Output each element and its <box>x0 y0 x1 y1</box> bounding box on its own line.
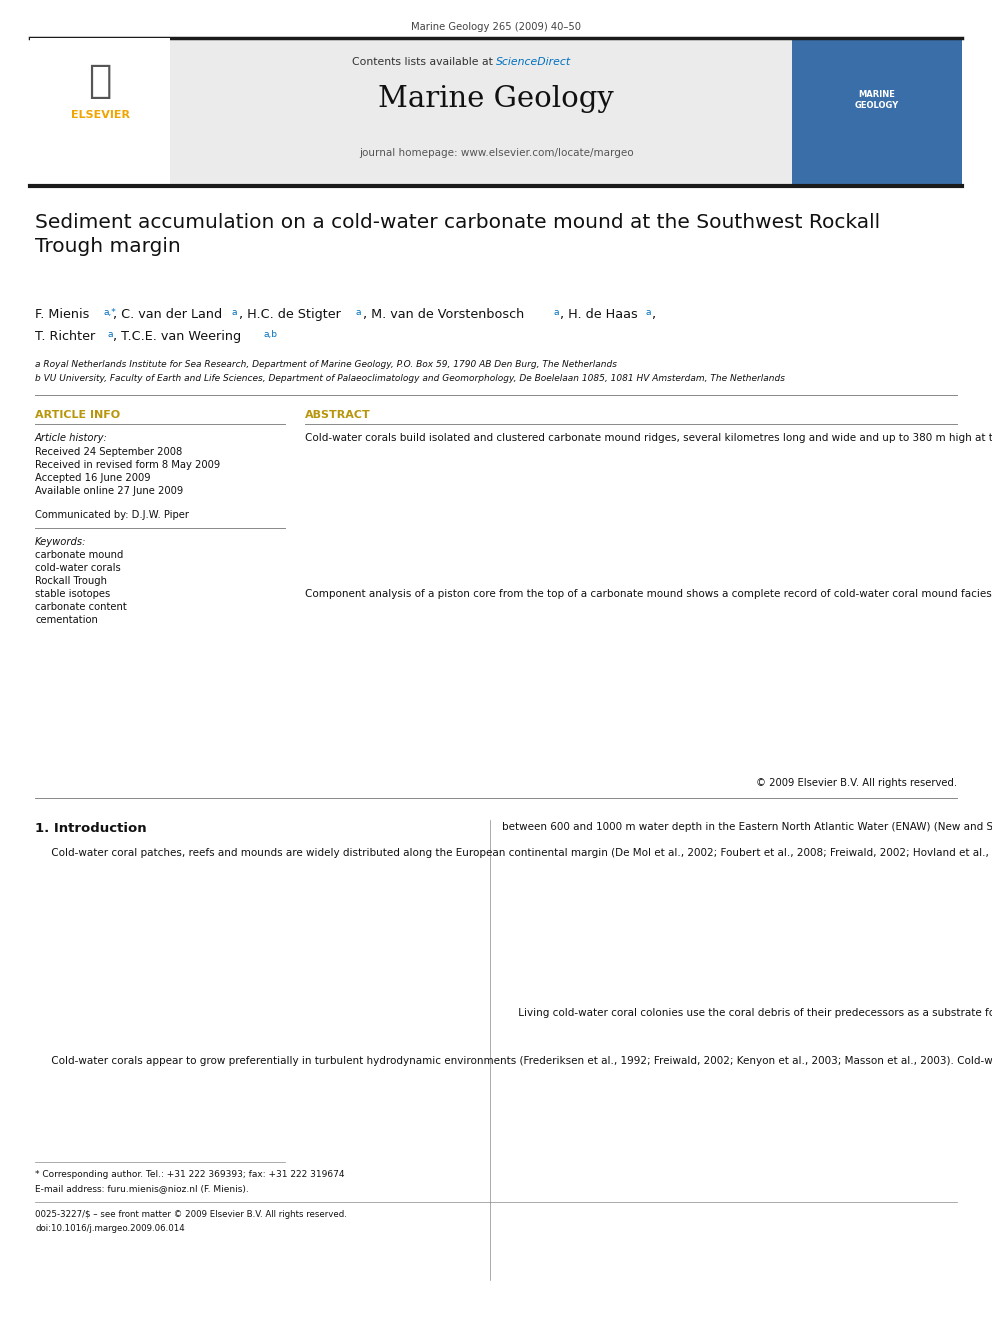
Text: * Corresponding author. Tel.: +31 222 369393; fax: +31 222 319674: * Corresponding author. Tel.: +31 222 36… <box>35 1170 344 1179</box>
Text: F. Mienis: F. Mienis <box>35 308 89 321</box>
Text: , C. van der Land: , C. van der Land <box>113 308 222 321</box>
Text: Available online 27 June 2009: Available online 27 June 2009 <box>35 486 184 496</box>
Text: cementation: cementation <box>35 615 98 624</box>
Text: 0025-3227/$ – see front matter © 2009 Elsevier B.V. All rights reserved.: 0025-3227/$ – see front matter © 2009 El… <box>35 1211 347 1218</box>
Text: Keywords:: Keywords: <box>35 537 86 546</box>
Text: Living cold-water coral colonies use the coral debris of their predecessors as a: Living cold-water coral colonies use the… <box>502 1008 992 1017</box>
Text: carbonate mound: carbonate mound <box>35 550 123 560</box>
Text: a Royal Netherlands Institute for Sea Research, Department of Marine Geology, P.: a Royal Netherlands Institute for Sea Re… <box>35 360 617 369</box>
Text: Communicated by: D.J.W. Piper: Communicated by: D.J.W. Piper <box>35 509 189 520</box>
Bar <box>792 38 962 187</box>
Text: , H. de Haas: , H. de Haas <box>560 308 638 321</box>
Text: ELSEVIER: ELSEVIER <box>70 110 130 120</box>
Text: a: a <box>554 308 559 318</box>
Text: , T.C.E. van Weering: , T.C.E. van Weering <box>113 329 241 343</box>
Text: 🌲: 🌲 <box>88 62 112 101</box>
Text: carbonate content: carbonate content <box>35 602 127 613</box>
Text: Cold-water corals appear to grow preferentially in turbulent hydrodynamic enviro: Cold-water corals appear to grow prefere… <box>35 1056 992 1066</box>
Text: a: a <box>645 308 651 318</box>
Text: stable isotopes: stable isotopes <box>35 589 110 599</box>
Text: ScienceDirect: ScienceDirect <box>496 57 571 67</box>
Text: a: a <box>356 308 361 318</box>
Text: Cold-water coral patches, reefs and mounds are widely distributed along the Euro: Cold-water coral patches, reefs and moun… <box>35 848 992 859</box>
Bar <box>170 38 792 187</box>
Text: Marine Geology: Marine Geology <box>378 85 614 112</box>
Text: , H.C. de Stigter: , H.C. de Stigter <box>239 308 341 321</box>
Text: Contents lists available at: Contents lists available at <box>351 57 496 67</box>
Text: Cold-water corals build isolated and clustered carbonate mound ridges, several k: Cold-water corals build isolated and clu… <box>305 433 992 443</box>
Text: a: a <box>232 308 237 318</box>
Text: Accepted 16 June 2009: Accepted 16 June 2009 <box>35 474 151 483</box>
Text: journal homepage: www.elsevier.com/locate/margeo: journal homepage: www.elsevier.com/locat… <box>359 148 633 157</box>
Text: ABSTRACT: ABSTRACT <box>305 410 371 419</box>
Text: a: a <box>107 329 112 339</box>
Text: ARTICLE INFO: ARTICLE INFO <box>35 410 120 419</box>
Text: 1. Introduction: 1. Introduction <box>35 822 147 835</box>
Text: Received 24 September 2008: Received 24 September 2008 <box>35 447 183 456</box>
Text: Article history:: Article history: <box>35 433 108 443</box>
Text: Received in revised form 8 May 2009: Received in revised form 8 May 2009 <box>35 460 220 470</box>
Text: Sediment accumulation on a cold-water carbonate mound at the Southwest Rockall
T: Sediment accumulation on a cold-water ca… <box>35 213 880 257</box>
Text: Component analysis of a piston core from the top of a carbonate mound shows a co: Component analysis of a piston core from… <box>305 589 992 599</box>
Text: a,b: a,b <box>263 329 277 339</box>
Text: © 2009 Elsevier B.V. All rights reserved.: © 2009 Elsevier B.V. All rights reserved… <box>756 778 957 789</box>
Text: MARINE
GEOLOGY: MARINE GEOLOGY <box>855 90 899 110</box>
Text: between 600 and 1000 m water depth in the Eastern North Atlantic Water (ENAW) (N: between 600 and 1000 m water depth in th… <box>502 822 992 832</box>
Text: T. Richter: T. Richter <box>35 329 95 343</box>
Text: Marine Geology 265 (2009) 40–50: Marine Geology 265 (2009) 40–50 <box>411 22 581 32</box>
Text: b VU University, Faculty of Earth and Life Sciences, Department of Palaeoclimato: b VU University, Faculty of Earth and Li… <box>35 374 785 382</box>
Text: cold-water corals: cold-water corals <box>35 564 121 573</box>
Text: doi:10.1016/j.margeo.2009.06.014: doi:10.1016/j.margeo.2009.06.014 <box>35 1224 185 1233</box>
Text: ,: , <box>651 308 655 321</box>
Text: E-mail address: furu.mienis@nioz.nl (F. Mienis).: E-mail address: furu.mienis@nioz.nl (F. … <box>35 1184 249 1193</box>
Text: , M. van de Vorstenbosch: , M. van de Vorstenbosch <box>363 308 524 321</box>
Text: a,*: a,* <box>103 308 116 318</box>
Bar <box>30 38 170 187</box>
Text: Rockall Trough: Rockall Trough <box>35 576 107 586</box>
